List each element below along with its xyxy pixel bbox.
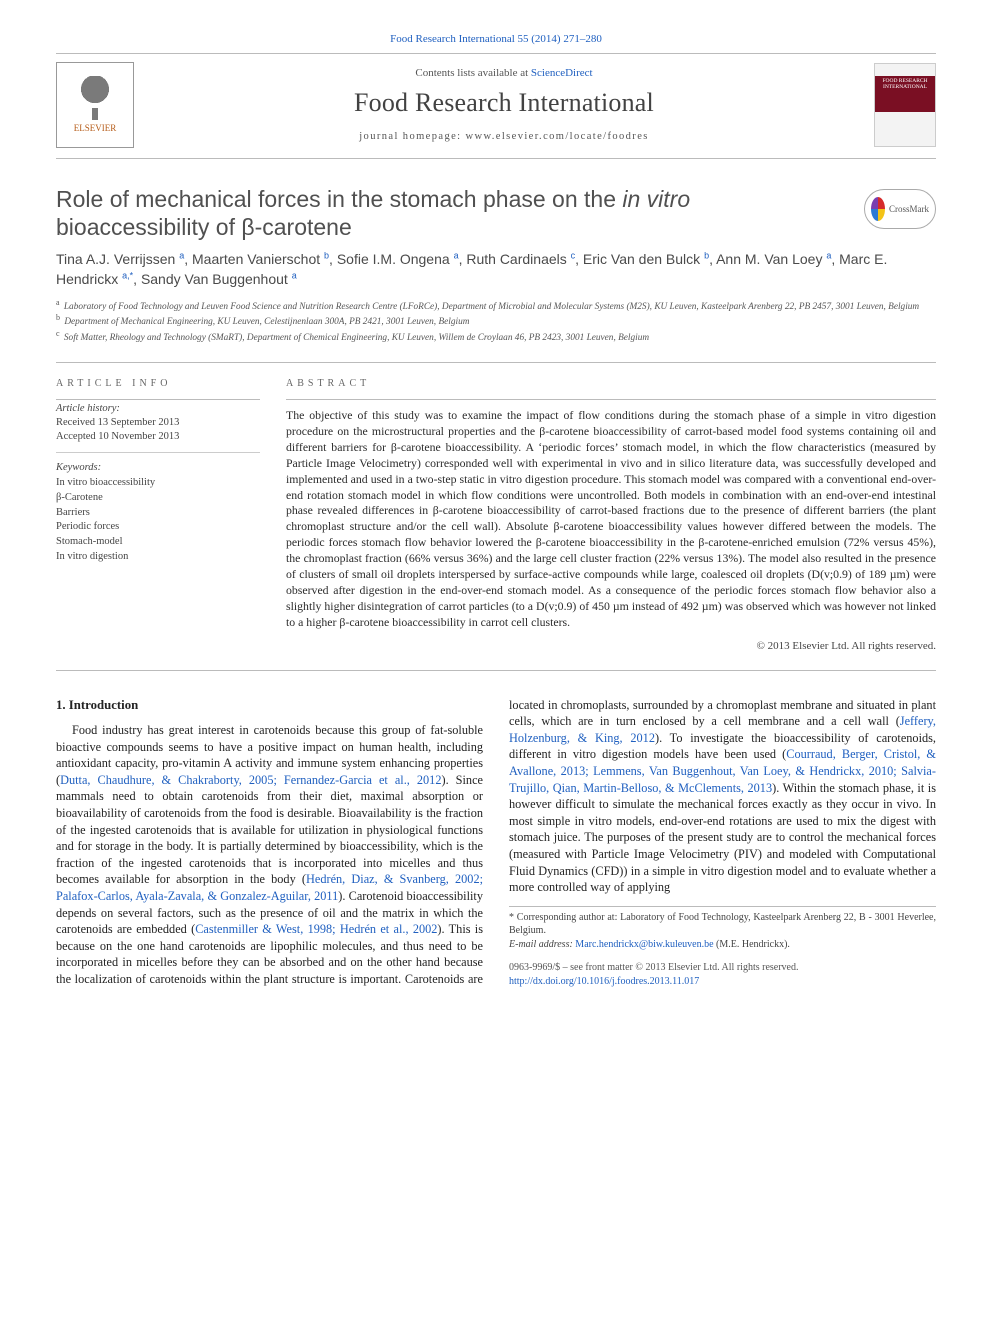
crossmark-label: CrossMark: [889, 203, 929, 215]
front-matter-footer: 0963-9969/$ – see front matter © 2013 El…: [509, 961, 936, 988]
doi-link[interactable]: http://dx.doi.org/10.1016/j.foodres.2013…: [509, 976, 699, 987]
title-ital-1: in vitro: [622, 186, 690, 212]
homepage-url[interactable]: www.elsevier.com/locate/foodres: [466, 131, 649, 142]
corresponding-author: * Corresponding author at: Laboratory of…: [509, 911, 936, 938]
history-received: Received 13 September 2013: [56, 416, 260, 430]
email-line: E-mail address: Marc.hendrickx@biw.kuleu…: [509, 938, 936, 952]
email-author: (M.E. Hendrickx).: [716, 939, 790, 950]
affiliation-c: c Soft Matter, Rheology and Technology (…: [56, 329, 936, 345]
abs-rule: [286, 399, 936, 400]
citation-header: Food Research International 55 (2014) 27…: [56, 32, 936, 47]
title-part-2: bioaccessibility of β-carotene: [56, 214, 352, 240]
contents-prefix: Contents lists available at: [415, 67, 530, 79]
elsevier-tree-icon: [75, 76, 115, 120]
ref-link-1[interactable]: Dutta, Chaudhure, & Chakraborty, 2005; F…: [60, 773, 441, 787]
author: Sofie I.M. Ongena a: [337, 251, 459, 267]
homepage-prefix: journal homepage:: [359, 131, 465, 142]
elsevier-logo: ELSEVIER: [56, 62, 134, 148]
authors-list: Tina A.J. Verrijssen a, Maarten Vaniersc…: [56, 249, 936, 290]
author: Eric Van den Bulck b: [583, 251, 709, 267]
crossmark-badge[interactable]: CrossMark: [864, 189, 936, 229]
ai-rule-1: [56, 399, 260, 400]
contents-line: Contents lists available at ScienceDirec…: [134, 66, 874, 81]
affiliations: a Laboratory of Food Technology and Leuv…: [56, 298, 936, 345]
footnotes: * Corresponding author at: Laboratory of…: [509, 906, 936, 952]
keyword-item: Barriers: [56, 506, 260, 521]
journal-cover-thumb: FOOD RESEARCH INTERNATIONAL: [874, 63, 936, 147]
keyword-item: Stomach-model: [56, 535, 260, 550]
affiliation-a: a Laboratory of Food Technology and Leuv…: [56, 298, 936, 314]
article-title: Role of mechanical forces in the stomach…: [56, 185, 850, 241]
affiliation-b: b Department of Mechanical Engineering, …: [56, 313, 936, 329]
elsevier-label: ELSEVIER: [74, 122, 117, 134]
author: Ruth Cardinaels c: [466, 251, 575, 267]
keywords-list: In vitro bioaccessibilityβ-CaroteneBarri…: [56, 476, 260, 564]
journal-name: Food Research International: [134, 85, 874, 120]
article-info-column: article info Article history: Received 1…: [56, 377, 260, 653]
keyword-item: Periodic forces: [56, 520, 260, 535]
author: Tina A.J. Verrijssen a: [56, 251, 184, 267]
author: Ann M. Van Loey a: [716, 251, 831, 267]
keyword-item: In vitro digestion: [56, 550, 260, 565]
ref-link-3[interactable]: Castenmiller & West, 1998; Hedrén et al.…: [195, 922, 437, 936]
abstract-copyright: © 2013 Elsevier Ltd. All rights reserved…: [286, 639, 936, 654]
keywords-head: Keywords:: [56, 461, 260, 476]
section-heading-intro: 1. Introduction: [56, 697, 483, 714]
sciencedirect-link[interactable]: ScienceDirect: [531, 67, 593, 79]
journal-header: ELSEVIER Contents lists available at Sci…: [56, 53, 936, 159]
journal-homepage: journal homepage: www.elsevier.com/locat…: [134, 130, 874, 144]
abstract-column: abstract The objective of this study was…: [286, 377, 936, 653]
keyword-item: In vitro bioaccessibility: [56, 476, 260, 491]
crossmark-icon: [871, 197, 885, 221]
abstract-head: abstract: [286, 377, 936, 391]
author: Sandy Van Buggenhout a: [141, 271, 297, 287]
abstract-text: The objective of this study was to exami…: [286, 408, 936, 631]
author: Maarten Vanierschot b: [192, 251, 329, 267]
rule-below-abstract: [56, 670, 936, 671]
history-head: Article history:: [56, 402, 260, 416]
header-center: Contents lists available at ScienceDirec…: [134, 66, 874, 144]
citation-link[interactable]: Food Research International 55 (2014) 27…: [390, 33, 602, 45]
body-two-column: 1. Introduction Food industry has great …: [56, 697, 936, 989]
email-link[interactable]: Marc.hendrickx@biw.kuleuven.be: [575, 939, 713, 950]
title-part-1: Role of mechanical forces in the stomach…: [56, 186, 622, 212]
cover-title: FOOD RESEARCH INTERNATIONAL: [875, 78, 935, 90]
history-accepted: Accepted 10 November 2013: [56, 430, 260, 444]
email-label: E-mail address:: [509, 939, 573, 950]
article-info-head: article info: [56, 377, 260, 391]
keyword-item: β-Carotene: [56, 491, 260, 506]
issn-line: 0963-9969/$ – see front matter © 2013 El…: [509, 961, 936, 975]
